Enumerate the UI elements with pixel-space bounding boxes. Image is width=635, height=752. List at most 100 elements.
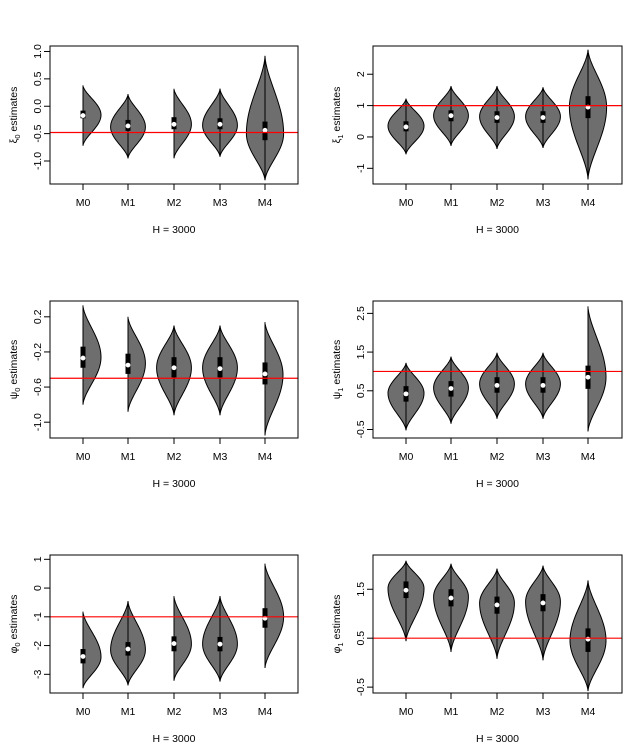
violin-panel-3: 2.5 1.5 0.5 -0.5 M0 M1 M2 M3 M4 H = 3000 ψ1 estima… bbox=[331, 300, 623, 490]
y-tick-label: 2 bbox=[355, 71, 367, 77]
y-axis-label: ψ0 estimates bbox=[8, 340, 22, 400]
x-tick-label: M2 bbox=[167, 451, 182, 463]
violin-median-M1 bbox=[448, 386, 454, 391]
violin-median-M0 bbox=[80, 654, 86, 659]
y-tick-label: 1.0 bbox=[32, 44, 44, 59]
x-tick-label: M0 bbox=[399, 451, 414, 463]
y-tick-label: -1.0 bbox=[32, 152, 44, 170]
violin-median-M4 bbox=[585, 636, 591, 642]
x-tick-label: M2 bbox=[167, 197, 182, 209]
y-tick-label: -0.6 bbox=[32, 378, 44, 396]
y-tick-label: -1 bbox=[355, 163, 367, 172]
violin-median-M2 bbox=[171, 365, 177, 371]
violin-median-M3 bbox=[540, 600, 546, 606]
x-axis-label: H = 3000 bbox=[153, 224, 196, 236]
violin-median-M2 bbox=[171, 121, 177, 127]
violin-median-M4 bbox=[262, 371, 268, 377]
y-tick-label: -0.5 bbox=[355, 678, 367, 696]
y-tick-label: 0 bbox=[355, 134, 367, 140]
violin-median-M0 bbox=[403, 587, 409, 593]
plot-area bbox=[373, 306, 622, 432]
violin-median-M0 bbox=[80, 355, 86, 361]
violin-median-M4 bbox=[262, 127, 268, 133]
plot-area bbox=[50, 305, 298, 436]
x-tick-label: M3 bbox=[213, 706, 228, 718]
violin-median-M0 bbox=[80, 113, 86, 118]
x-tick-label: M3 bbox=[536, 706, 551, 718]
violin-median-M1 bbox=[448, 113, 454, 119]
x-tick-label: M1 bbox=[121, 706, 136, 718]
violin-median-M3 bbox=[217, 121, 223, 127]
plot-area bbox=[373, 560, 622, 692]
x-tick-label: M2 bbox=[490, 706, 505, 718]
violin-median-M1 bbox=[125, 362, 131, 368]
y-tick-label: 0.5 bbox=[355, 383, 367, 398]
violin-M0 bbox=[82, 86, 102, 146]
x-tick-label: M1 bbox=[121, 197, 136, 209]
x-tick-label: M0 bbox=[76, 197, 91, 209]
violin-M0 bbox=[82, 613, 102, 689]
y-axis-label: ξ1 estimates bbox=[331, 87, 345, 144]
violin-panel-2: 0.2 -0.2 -0.6 -1.0 M0 M1 M2 M3 M4 H = 3000 ψ0 esti… bbox=[8, 300, 299, 490]
y-axis-label: φ0 estimates bbox=[8, 595, 22, 654]
x-axis-label: H = 3000 bbox=[476, 733, 519, 745]
y-tick-label: -1 bbox=[32, 612, 44, 621]
plot-area bbox=[50, 563, 298, 689]
violin-panel-4: 1 0 -1 -2 -3 M0 M1 M2 M3 M4 H = 3000 φ0 estimates bbox=[8, 554, 299, 745]
y-tick-label: 2.5 bbox=[355, 306, 367, 321]
violin-median-M3 bbox=[540, 115, 546, 120]
x-tick-label: M1 bbox=[444, 197, 459, 209]
y-tick-label: 0.5 bbox=[355, 631, 367, 646]
x-tick-label: M3 bbox=[213, 197, 228, 209]
plot-area bbox=[373, 49, 622, 180]
violin-M0 bbox=[82, 307, 102, 405]
x-tick-label: M4 bbox=[581, 451, 596, 463]
y-tick-label: -0.5 bbox=[355, 420, 367, 438]
x-tick-label: M0 bbox=[399, 197, 414, 209]
x-tick-label: M2 bbox=[167, 706, 182, 718]
x-tick-label: M1 bbox=[121, 451, 136, 463]
violin-median-M0 bbox=[403, 391, 409, 397]
violin-median-M3 bbox=[540, 382, 546, 388]
x-tick-label: M4 bbox=[581, 706, 596, 718]
violin-M2 bbox=[173, 89, 192, 159]
x-tick-label: M4 bbox=[258, 451, 273, 463]
x-tick-label: M0 bbox=[76, 706, 91, 718]
violin-median-M2 bbox=[171, 641, 177, 646]
violin-M2 bbox=[173, 597, 192, 681]
x-tick-label: M4 bbox=[258, 197, 273, 209]
x-tick-label: M0 bbox=[399, 706, 414, 718]
violin-median-M3 bbox=[217, 641, 223, 647]
violin-median-M3 bbox=[217, 366, 223, 372]
x-tick-label: M0 bbox=[76, 451, 91, 463]
x-axis-label: H = 3000 bbox=[476, 224, 519, 236]
violin-median-M2 bbox=[494, 115, 500, 120]
y-tick-label: -3 bbox=[32, 669, 44, 678]
x-tick-label: M3 bbox=[536, 197, 551, 209]
plot-area bbox=[50, 55, 298, 181]
y-axis-label: ψ1 estimates bbox=[331, 340, 345, 400]
x-axis-label: H = 3000 bbox=[153, 478, 196, 490]
y-tick-label: -2 bbox=[32, 641, 44, 650]
x-tick-label: M3 bbox=[536, 451, 551, 463]
y-axis-label: ξ0 estimates bbox=[8, 87, 22, 144]
y-tick-label: 0.0 bbox=[32, 99, 44, 114]
violin-M1 bbox=[127, 318, 146, 412]
y-tick-label: 0.5 bbox=[32, 71, 44, 86]
violin-panel-1: 2 1 0 -1 M0 M1 M2 M3 M4 H = 3000 ξ1 estimates bbox=[331, 45, 623, 236]
y-tick-label: 0 bbox=[32, 585, 44, 591]
y-axis-label: φ1 estimates bbox=[331, 595, 345, 654]
violin-median-M1 bbox=[125, 123, 131, 129]
y-tick-label: -0.5 bbox=[32, 124, 44, 142]
violin-M4 bbox=[264, 324, 284, 436]
x-tick-label: M2 bbox=[490, 197, 505, 209]
x-axis-label: H = 3000 bbox=[153, 733, 196, 745]
y-tick-label: -0.2 bbox=[32, 343, 44, 361]
violin-median-M2 bbox=[494, 602, 500, 608]
x-tick-label: M2 bbox=[490, 451, 505, 463]
violin-median-M0 bbox=[403, 124, 409, 130]
x-tick-label: M1 bbox=[444, 451, 459, 463]
x-tick-label: M3 bbox=[213, 451, 228, 463]
violin-M4 bbox=[587, 308, 607, 432]
